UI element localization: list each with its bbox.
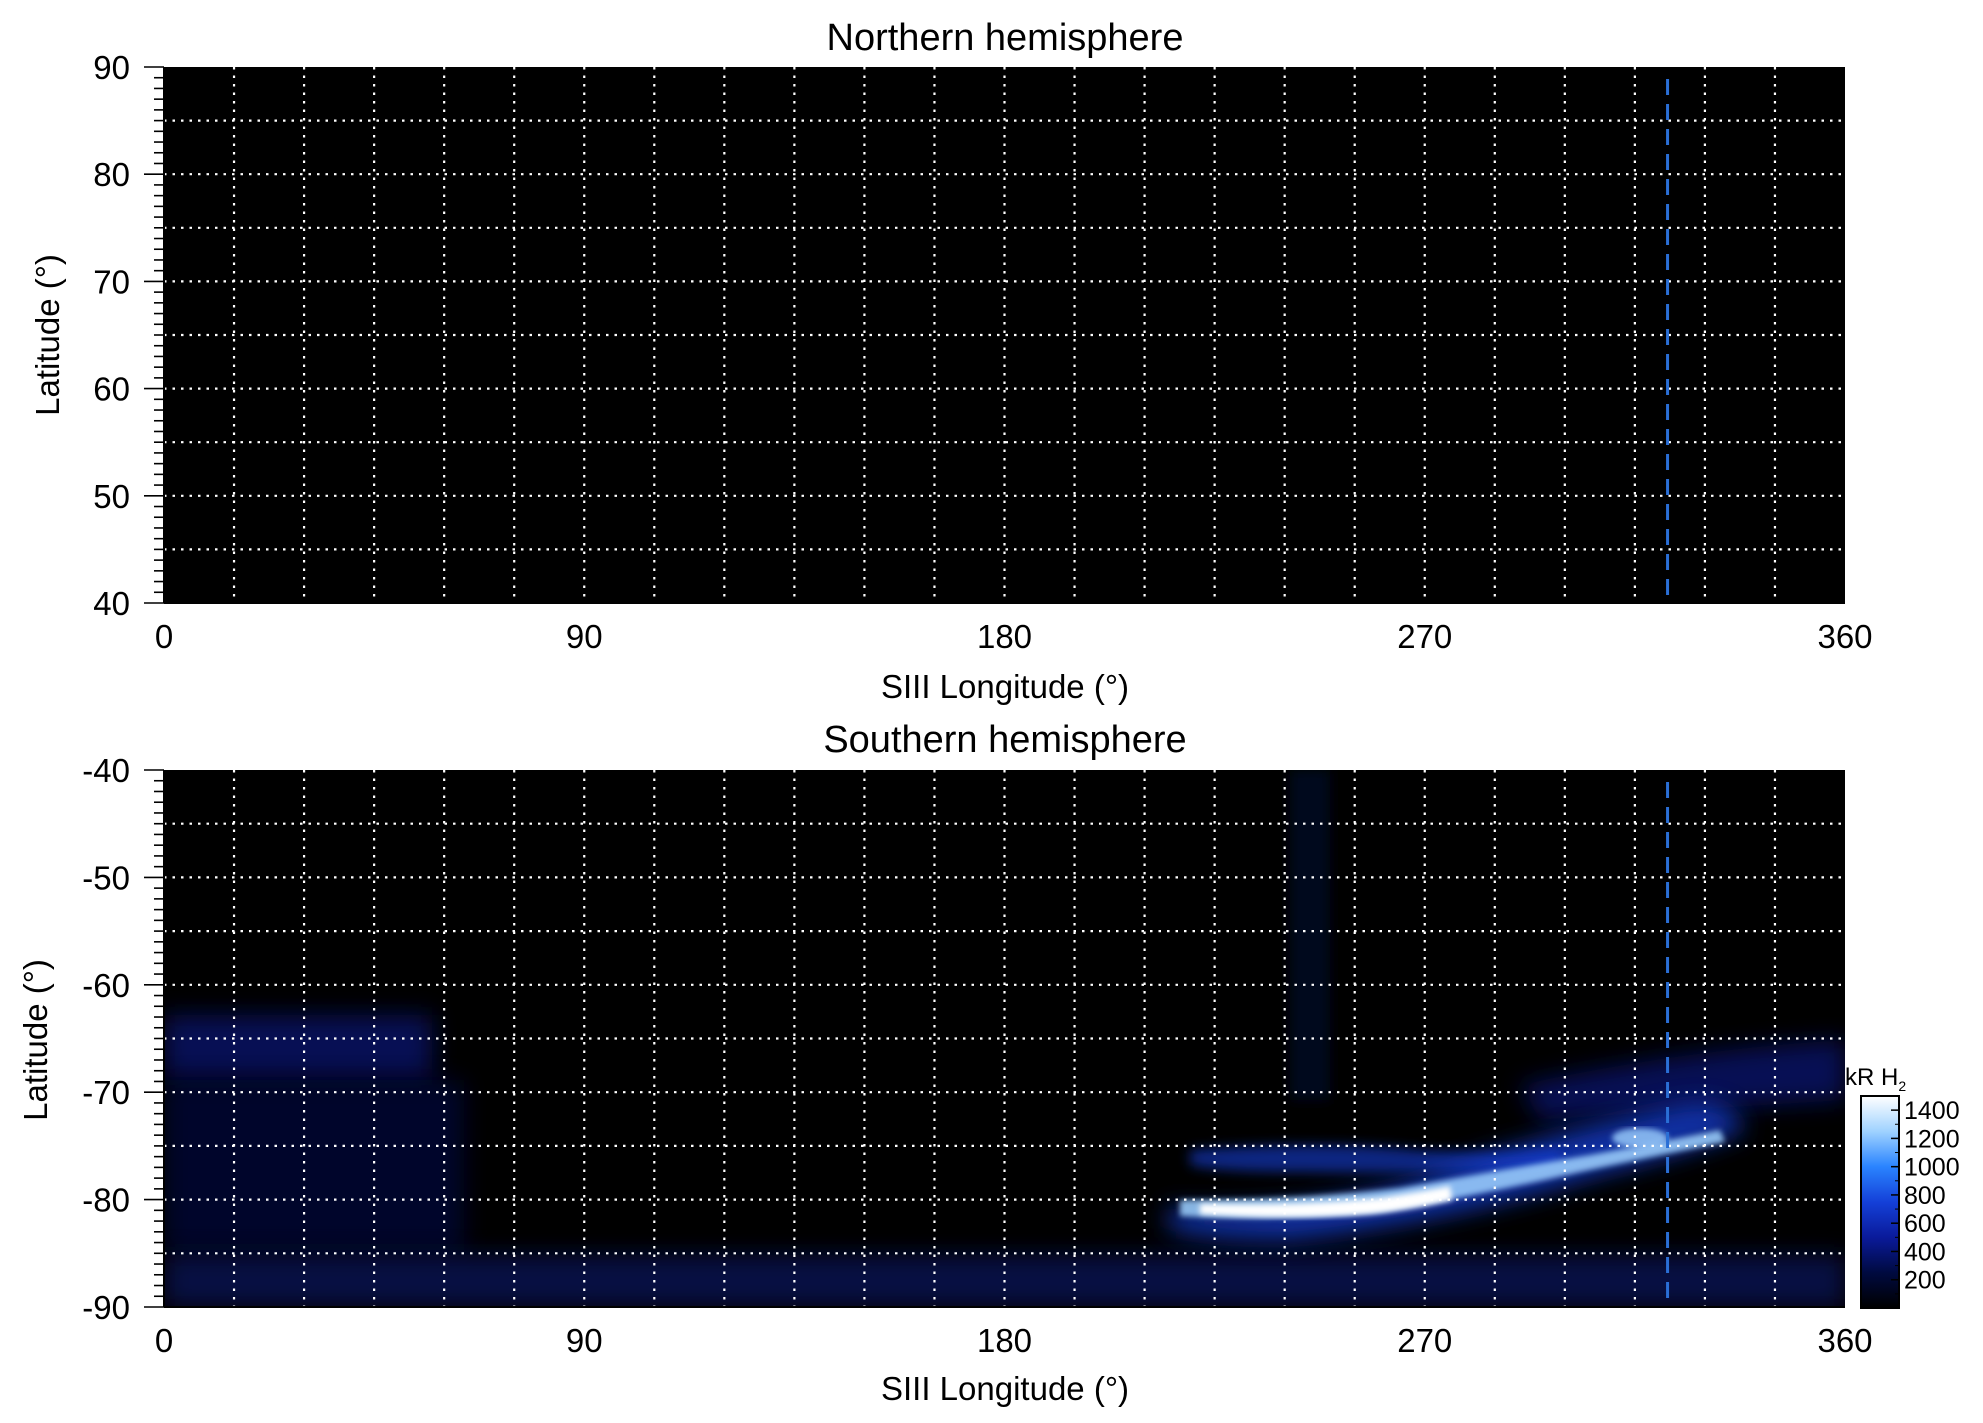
colorbar-tick-label: 800: [1904, 1182, 1946, 1210]
colorbar-unit-main: kR H: [1845, 1064, 1898, 1091]
y-axis-label: Latitude (°): [17, 959, 54, 1121]
y-tick-label: 90: [93, 49, 130, 86]
emission-band-right: [1520, 1040, 1845, 1120]
axes: [144, 769, 1845, 1308]
colorbar-tick-label: 400: [1904, 1238, 1946, 1266]
emission-streak: [1290, 770, 1330, 1100]
x-tick-label: 180: [977, 1322, 1032, 1359]
emission-band-left: [164, 1015, 432, 1077]
x-tick-labels: 0 90 180 270 360: [155, 1322, 1873, 1359]
auroral-arc-peak: [1200, 1186, 1452, 1217]
axes: [144, 66, 1845, 604]
northern-hemisphere-panel: Northern hemisphere 0 90 180 270 360 90 80 70 6…: [29, 17, 1873, 705]
colorbar-tick-label: 1400: [1904, 1097, 1960, 1125]
auroral-arc-upper: [1190, 1145, 1560, 1173]
emission-diffuse-left: [164, 1080, 464, 1250]
colorbar-tick-label: 600: [1904, 1210, 1946, 1238]
y-tick-label: 50: [93, 478, 130, 515]
southern-hemisphere-panel: Southern hemisphere 0 90 180 270 360 -40-50-…: [17, 719, 1873, 1407]
y-tick-label: -60: [82, 967, 130, 1004]
y-tick-label: 80: [93, 156, 130, 193]
x-axis-label: SIII Longitude (°): [881, 668, 1129, 705]
y-axis-label: Latitude (°): [29, 254, 66, 416]
colorbar-unit: kR H2: [1845, 1064, 1906, 1094]
y-tick-label: 40: [93, 585, 130, 622]
y-tick-labels: -40 -50 -60 -70 -80 -90: [82, 752, 130, 1326]
y-tick-label: -90: [82, 1289, 130, 1326]
x-tick-label: 90: [566, 1322, 603, 1359]
x-axis-label: SIII Longitude (°): [881, 1370, 1129, 1407]
y-tick-label: -50: [82, 859, 130, 896]
x-tick-labels: 0 90 180 270 360: [155, 618, 1873, 655]
colorbar-unit-subscript: 2: [1898, 1078, 1906, 1094]
y-tick-labels: 90 80 70 60 50 40: [93, 49, 130, 622]
y-tick-label: 60: [93, 371, 130, 408]
colorbar-tick-label: 1200: [1904, 1125, 1960, 1153]
y-tick-label: -40: [82, 752, 130, 789]
y-tick-label: -80: [82, 1182, 130, 1219]
x-tick-label: 360: [1817, 1322, 1872, 1359]
colorbar-scale: [1860, 1095, 1900, 1309]
y-tick-label: 70: [93, 263, 130, 300]
x-tick-label: 360: [1817, 618, 1872, 655]
x-tick-label: 270: [1397, 1322, 1452, 1359]
x-tick-label: 270: [1397, 618, 1452, 655]
x-tick-label: 0: [155, 618, 173, 655]
y-tick-label: -70: [82, 1074, 130, 1111]
auroral-arc-core: [1180, 1130, 1725, 1219]
plot-area: [164, 67, 1845, 603]
panel-title: Southern hemisphere: [823, 719, 1186, 761]
colorbar-tick-label: 1000: [1904, 1154, 1960, 1182]
x-tick-label: 0: [155, 1322, 173, 1359]
colorbar-tick-label: 200: [1904, 1267, 1946, 1295]
x-tick-label: 90: [566, 618, 603, 655]
x-tick-label: 180: [977, 618, 1032, 655]
panel-title: Northern hemisphere: [827, 17, 1184, 59]
auroral-arc-spot: [1612, 1128, 1668, 1148]
